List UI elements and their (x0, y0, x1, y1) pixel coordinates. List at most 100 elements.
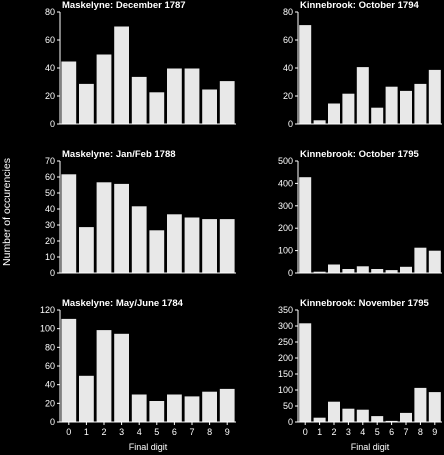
chart-4-bar-7 (183, 395, 201, 423)
chart-3-bar-3 (341, 268, 356, 274)
chart-4-xtick-label: 0 (66, 427, 71, 437)
chart-0-bar-5 (148, 91, 166, 125)
chart-2-bar-1 (78, 226, 95, 274)
chart-2-ytick-label: 70 (45, 156, 55, 166)
chart-4-title: Maskelyne: May/June 1784 (62, 298, 184, 309)
chart-2-ytick-label: 20 (45, 236, 55, 246)
chart-5-bar-2 (327, 400, 341, 423)
chart-2-ytick-label: 40 (45, 204, 55, 214)
chart-4-bar-2 (95, 329, 113, 423)
chart-4-xtick-label: 5 (154, 427, 159, 437)
chart-1-bar-9 (427, 68, 442, 125)
chart-1-ytick-label: 40 (283, 63, 293, 73)
chart-4-bar-3 (113, 332, 130, 423)
chart-0-bar-4 (130, 75, 148, 125)
chart-4-bar-4 (130, 393, 148, 423)
chart-5-bar-0 (298, 322, 313, 423)
chart-4-bar-9 (218, 387, 236, 423)
chart-2-bar-3 (113, 182, 130, 274)
chart-3-ytick-label: 200 (278, 223, 293, 233)
chart-3-ytick-label: 400 (278, 178, 293, 188)
chart-5-xtick-label: 5 (375, 427, 380, 437)
chart-4-xtick-label: 6 (172, 427, 177, 437)
chart-5-ytick-label: 250 (278, 337, 293, 347)
chart-2-bar-0 (60, 173, 78, 274)
chart-3-bar-4 (355, 265, 370, 274)
chart-3-bar-6 (384, 269, 399, 274)
figure-ylabel: Number of occurencies (1, 158, 13, 266)
chart-5-xtick-label: 7 (403, 427, 408, 437)
chart-1-ytick-label: 80 (283, 7, 293, 17)
chart-4-xtick-label: 1 (84, 427, 89, 437)
chart-2-ytick-label: 50 (45, 188, 55, 198)
chart-0-ytick-label: 0 (50, 119, 55, 129)
chart-0-ytick-label: 40 (45, 63, 55, 73)
chart-5-bar-3 (341, 407, 356, 423)
chart-4-bar-0 (60, 317, 78, 423)
chart-0-bar-2 (95, 53, 113, 125)
chart-5-xtick-label: 1 (317, 427, 322, 437)
chart-2-bar-5 (148, 229, 166, 274)
chart-1-bar-1 (312, 119, 327, 125)
chart-5-xlabel: Final digit (351, 442, 390, 452)
chart-5-xtick-label: 0 (303, 427, 308, 437)
chart-1-bar-4 (355, 66, 370, 125)
chart-1-bar-0 (298, 24, 313, 125)
chart-1-ytick-label: 20 (283, 91, 293, 101)
chart-4-bar-6 (166, 393, 183, 423)
chart-0-ytick-label: 60 (45, 35, 55, 45)
chart-5-xtick-label: 9 (432, 427, 437, 437)
chart-5-ytick-label: 50 (283, 401, 293, 411)
chart-5-ytick-label: 350 (278, 305, 293, 315)
chart-4-ytick-label: 0 (50, 417, 55, 427)
chart-5-xtick-label: 6 (389, 427, 394, 437)
chart-5-bar-1 (312, 416, 327, 423)
chart-5-bar-8 (413, 386, 428, 423)
chart-3-bar-8 (413, 246, 428, 274)
chart-2-ytick-label: 10 (45, 252, 55, 262)
chart-1-title: Kinnebrook: October 1794 (300, 0, 419, 11)
chart-0-ytick-label: 20 (45, 91, 55, 101)
chart-2-bar-9 (218, 218, 236, 274)
chart-4-bar-1 (78, 374, 95, 423)
chart-0-bar-6 (166, 67, 183, 125)
chart-5-xtick-label: 8 (418, 427, 423, 437)
chart-1-bar-8 (413, 82, 428, 125)
chart-3-ytick-label: 500 (278, 156, 293, 166)
chart-5-bar-5 (370, 415, 385, 423)
chart-5-bar-7 (399, 411, 413, 423)
chart-5-ytick-label: 300 (278, 321, 293, 331)
chart-4-xtick-label: 4 (137, 427, 142, 437)
chart-0-bar-3 (113, 25, 130, 125)
chart-1-ytick-label: 0 (288, 119, 293, 129)
chart-1-bar-3 (341, 92, 356, 125)
chart-2-bar-2 (95, 181, 113, 274)
chart-2-ytick-label: 30 (45, 220, 55, 230)
chart-1-bar-7 (399, 89, 413, 125)
chart-0-bar-7 (183, 67, 201, 125)
chart-4-xtick-label: 3 (119, 427, 124, 437)
chart-5-ytick-label: 100 (278, 385, 293, 395)
chart-1-ytick-label: 60 (283, 35, 293, 45)
chart-4-ytick-label: 40 (45, 380, 55, 390)
chart-0-bar-1 (78, 82, 95, 125)
chart-1-bar-6 (384, 85, 399, 125)
chart-4-ytick-label: 60 (45, 361, 55, 371)
chart-3-title: Kinnebrook: October 1795 (300, 149, 419, 160)
chart-4-bar-8 (201, 390, 218, 423)
chart-1-bar-2 (327, 102, 341, 125)
chart-5-title: Kinnebrook: November 1795 (300, 298, 430, 309)
chart-4-bar-5 (148, 400, 166, 423)
chart-2-bar-8 (201, 218, 218, 274)
chart-0-bar-8 (201, 88, 218, 125)
chart-5-xtick-label: 4 (360, 427, 365, 437)
chart-2-bar-6 (166, 213, 183, 274)
chart-3-bar-5 (370, 268, 385, 274)
chart-5-xtick-label: 3 (346, 427, 351, 437)
chart-4-ytick-label: 20 (45, 398, 55, 408)
chart-0-title: Maskelyne: December 1787 (62, 0, 186, 11)
chart-3-ytick-label: 100 (278, 246, 293, 256)
chart-4-ytick-label: 80 (45, 342, 55, 352)
chart-3-bar-0 (298, 176, 313, 274)
chart-5-xtick-label: 2 (331, 427, 336, 437)
